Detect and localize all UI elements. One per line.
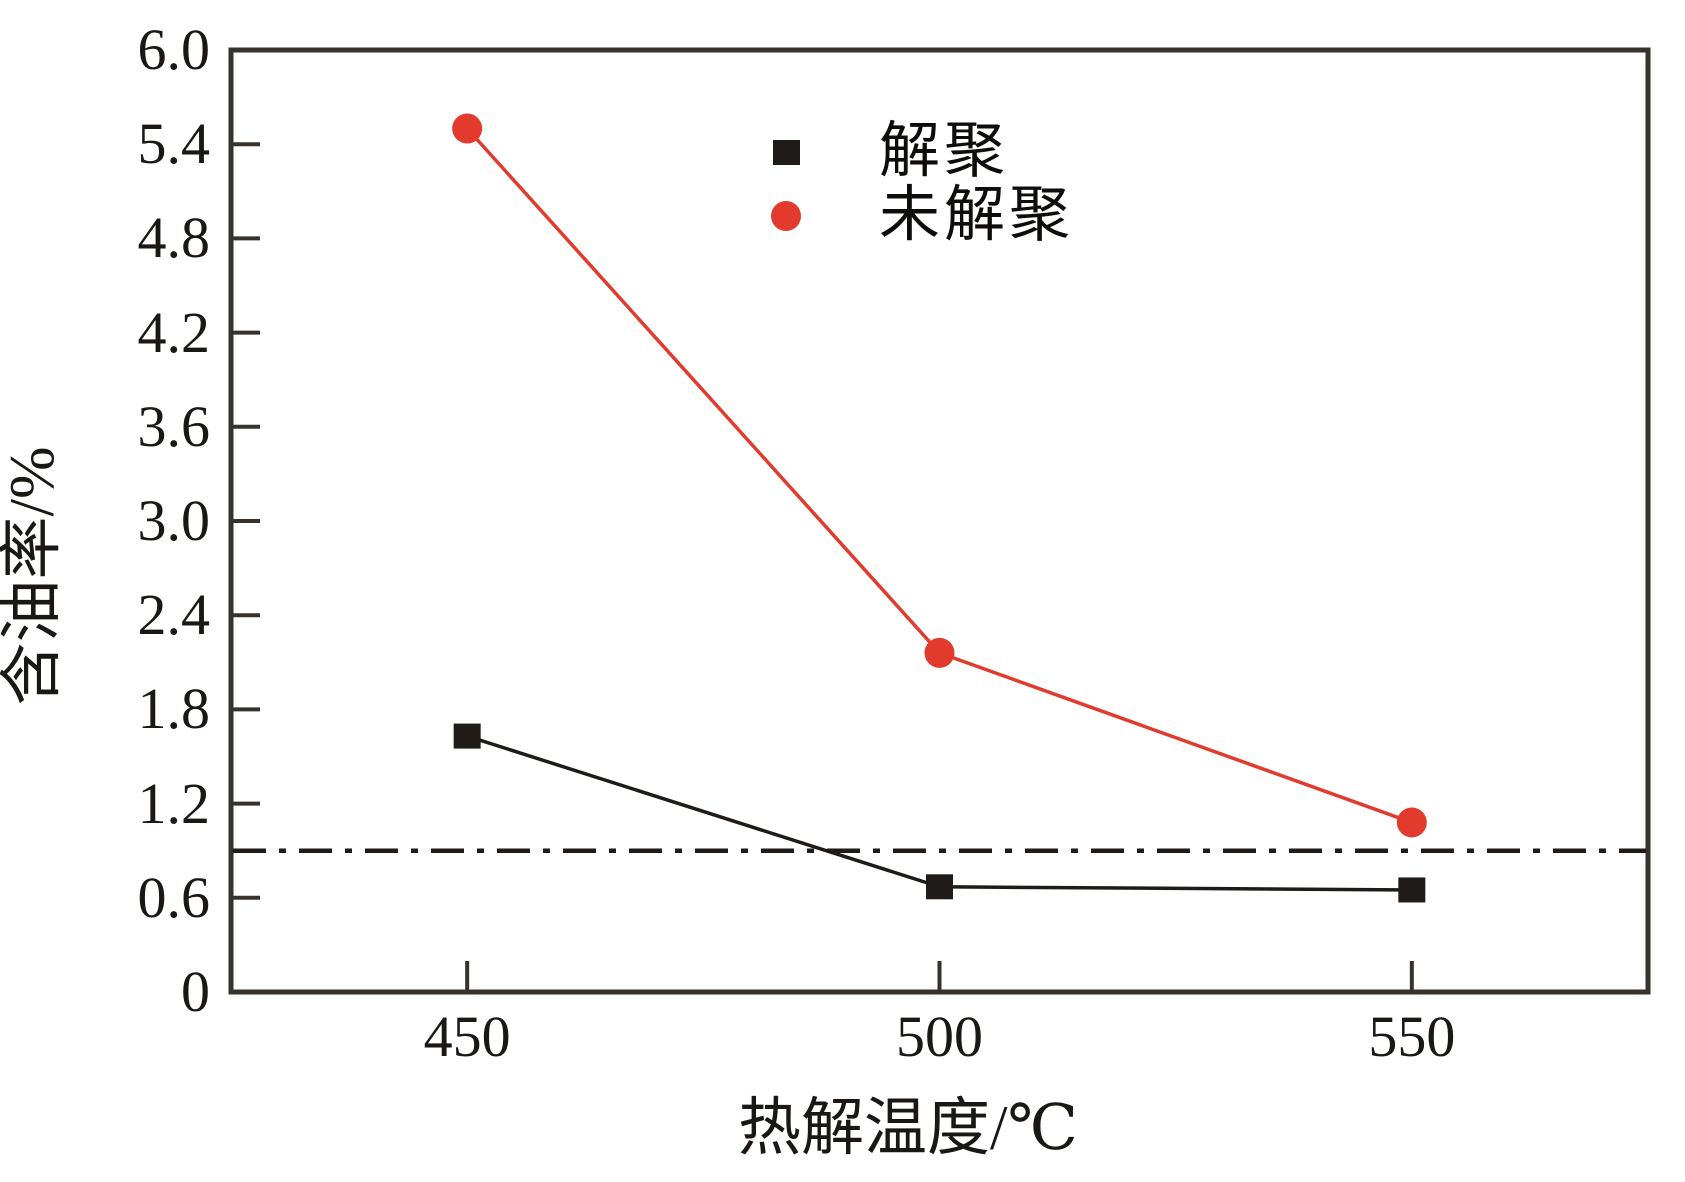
legend-square-marker-icon — [772, 139, 800, 165]
x-tick-label: 450 — [423, 1004, 511, 1069]
y-tick-label: 3.0 — [137, 488, 211, 553]
y-tick-label: 4.8 — [137, 205, 211, 271]
x-tick-label: 550 — [1368, 1004, 1456, 1069]
legend-row-depolymerized: 解聚 — [755, 120, 1074, 184]
plot-frame — [228, 47, 1651, 995]
y-axis-title: 含油率/% — [0, 446, 67, 706]
legend-marker-cell — [755, 201, 817, 231]
legend-label-undepolymerized: 未解聚 — [879, 182, 1075, 249]
y-tick-label: 6.0 — [137, 17, 211, 82]
y-tick-label: 1.2 — [137, 770, 211, 836]
y-tick-label: 2.4 — [137, 582, 211, 648]
legend-marker-cell — [755, 139, 817, 165]
x-axis-title: 热解温度/℃ — [738, 1093, 1078, 1163]
data-point-square — [926, 874, 953, 900]
legend-row-undepolymerized: 未解聚 — [755, 184, 1074, 248]
data-point-square — [453, 723, 481, 749]
data-point-circle — [1396, 807, 1427, 838]
y-tick-label: 3.6 — [137, 393, 211, 459]
legend-label-depolymerized: 解聚 — [879, 118, 1010, 185]
data-point-circle — [452, 113, 483, 144]
series-depolymerized-line — [466, 734, 1412, 892]
y-tick-label: 5.4 — [137, 111, 211, 177]
x-tick-label: 500 — [896, 1004, 983, 1069]
data-point-circle — [924, 637, 955, 668]
y-tick-label: 4.2 — [137, 299, 211, 365]
y-tick-label: 0 — [181, 959, 210, 1024]
data-point-square — [1398, 877, 1426, 903]
y-tick-label: 1.8 — [137, 676, 211, 742]
y-tick-label: 0.6 — [137, 864, 211, 930]
legend: 解聚 未解聚 — [755, 120, 1074, 248]
legend-circle-marker-icon — [771, 201, 801, 231]
